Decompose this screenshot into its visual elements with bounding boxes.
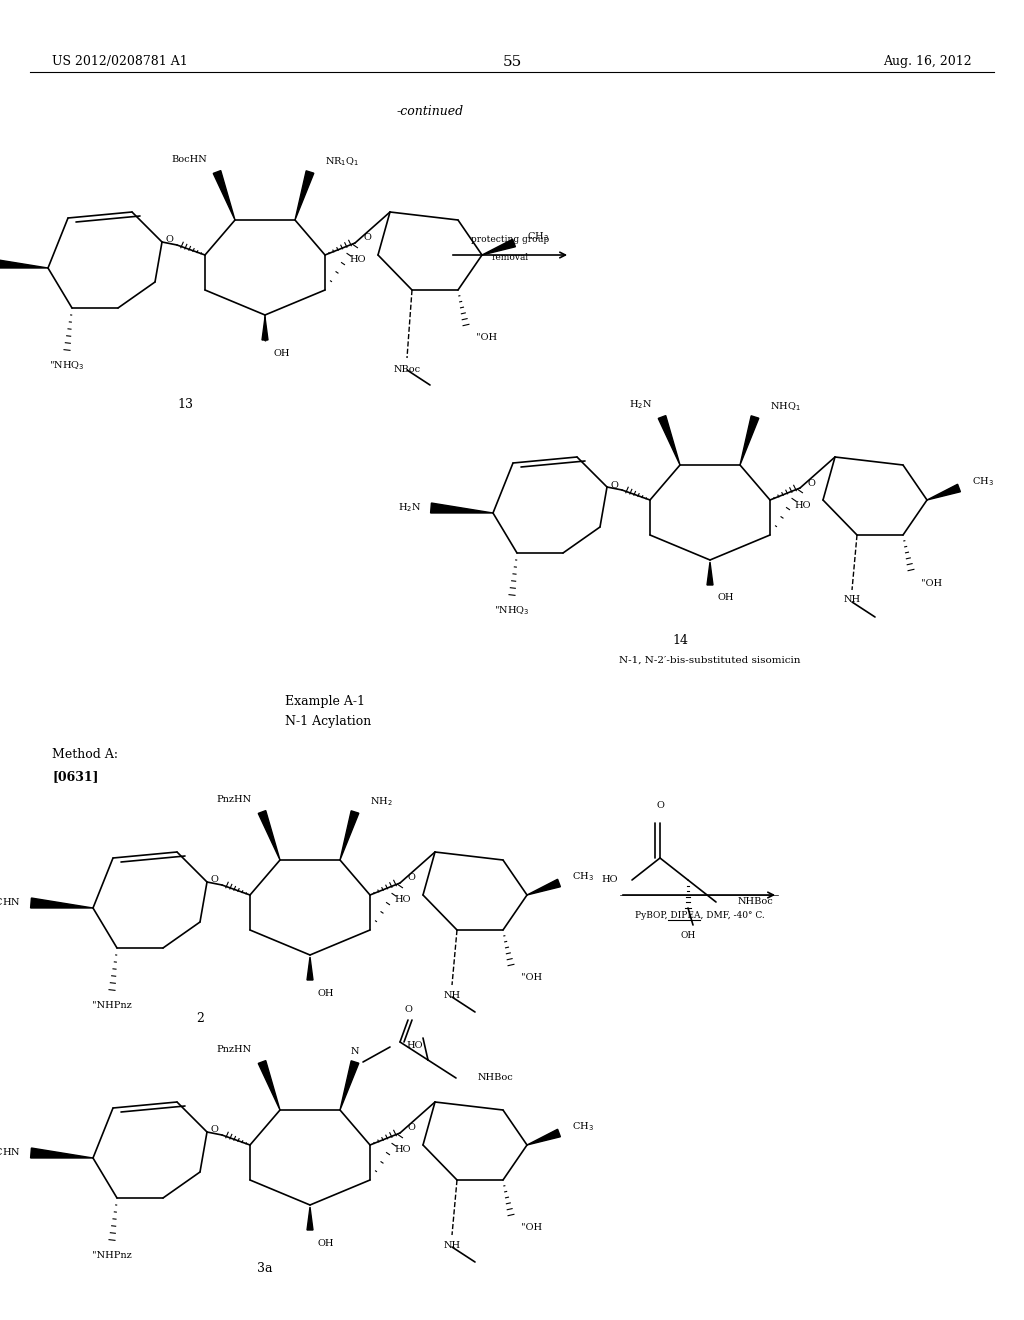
- Text: "OH: "OH: [476, 334, 497, 342]
- Text: Aug. 16, 2012: Aug. 16, 2012: [884, 55, 972, 69]
- Text: NH$_2$: NH$_2$: [370, 796, 392, 808]
- Text: OH: OH: [318, 1238, 335, 1247]
- Text: BocHN: BocHN: [171, 156, 207, 165]
- Polygon shape: [340, 810, 358, 861]
- Text: "OH: "OH: [521, 1224, 542, 1233]
- Text: NHBoc: NHBoc: [738, 898, 774, 907]
- Polygon shape: [527, 879, 560, 895]
- Text: NH: NH: [443, 990, 461, 999]
- Text: OH: OH: [318, 989, 335, 998]
- Polygon shape: [927, 484, 961, 500]
- Text: N-1 Acylation: N-1 Acylation: [285, 715, 372, 729]
- Text: "OH: "OH: [921, 578, 942, 587]
- Text: "OH: "OH: [521, 974, 542, 982]
- Text: O: O: [404, 1006, 412, 1015]
- Polygon shape: [482, 239, 515, 255]
- Text: NHQ$_1$: NHQ$_1$: [770, 400, 801, 413]
- Text: O: O: [408, 1123, 416, 1133]
- Text: HO: HO: [394, 1146, 411, 1155]
- Polygon shape: [431, 503, 493, 513]
- Text: H$_2$N: H$_2$N: [629, 399, 652, 412]
- Text: HO: HO: [407, 1040, 423, 1049]
- Polygon shape: [340, 1061, 358, 1110]
- Text: 14: 14: [672, 634, 688, 647]
- Text: 2: 2: [196, 1011, 204, 1024]
- Text: O: O: [808, 479, 816, 487]
- Text: NHBoc: NHBoc: [478, 1073, 514, 1082]
- Text: CH$_3$: CH$_3$: [972, 475, 994, 488]
- Text: HO: HO: [795, 500, 811, 510]
- Text: O: O: [610, 480, 617, 490]
- Text: 13: 13: [177, 399, 193, 412]
- Text: HO: HO: [601, 875, 618, 884]
- Polygon shape: [258, 810, 280, 861]
- Polygon shape: [31, 898, 93, 908]
- Text: HO: HO: [349, 256, 366, 264]
- Text: [0631]: [0631]: [52, 770, 98, 783]
- Text: "NHQ$_3$: "NHQ$_3$: [495, 605, 529, 618]
- Text: HO: HO: [394, 895, 411, 904]
- Text: F$_3$COCHN: F$_3$COCHN: [0, 1147, 22, 1159]
- Text: O: O: [165, 235, 173, 244]
- Text: N-1, N-2′-bis-substituted sisomicin: N-1, N-2′-bis-substituted sisomicin: [620, 656, 801, 664]
- Text: 55: 55: [503, 55, 521, 69]
- Polygon shape: [295, 170, 313, 220]
- Polygon shape: [307, 957, 313, 979]
- Text: -continued: -continued: [396, 106, 464, 117]
- Text: US 2012/0208781 A1: US 2012/0208781 A1: [52, 55, 187, 69]
- Text: "NHPnz: "NHPnz: [92, 1251, 132, 1261]
- Text: PyBOP, DIPEA, DMF, -40° C.: PyBOP, DIPEA, DMF, -40° C.: [635, 911, 765, 920]
- Text: F$_3$COCHN: F$_3$COCHN: [0, 896, 22, 909]
- Text: NH: NH: [443, 1241, 461, 1250]
- Polygon shape: [527, 1129, 560, 1144]
- Polygon shape: [307, 1206, 313, 1230]
- Text: NH: NH: [844, 595, 860, 605]
- Text: CH$_3$: CH$_3$: [572, 871, 594, 883]
- Polygon shape: [707, 562, 713, 585]
- Text: O: O: [362, 234, 371, 243]
- Text: O: O: [656, 801, 664, 810]
- Text: protecting group: protecting group: [471, 235, 549, 244]
- Polygon shape: [0, 257, 48, 268]
- Text: O: O: [210, 875, 218, 884]
- Polygon shape: [740, 416, 759, 465]
- Text: NR$_1$Q$_1$: NR$_1$Q$_1$: [325, 156, 359, 169]
- Polygon shape: [258, 1060, 280, 1110]
- Text: removal: removal: [492, 253, 528, 263]
- Text: "NHPnz: "NHPnz: [92, 1002, 132, 1011]
- Text: OH: OH: [680, 931, 695, 940]
- Polygon shape: [262, 317, 268, 341]
- Text: O: O: [408, 874, 416, 883]
- Text: CH$_3$: CH$_3$: [527, 231, 549, 243]
- Text: PnzHN: PnzHN: [217, 1045, 252, 1055]
- Text: NBoc: NBoc: [393, 366, 421, 375]
- Text: O: O: [210, 1126, 218, 1134]
- Text: N: N: [351, 1048, 359, 1056]
- Text: 3a: 3a: [257, 1262, 272, 1275]
- Text: "NHQ$_3$: "NHQ$_3$: [49, 359, 85, 372]
- Text: Method A:: Method A:: [52, 748, 118, 762]
- Text: CH$_3$: CH$_3$: [572, 1121, 594, 1134]
- Polygon shape: [31, 1148, 93, 1158]
- Polygon shape: [213, 170, 234, 220]
- Text: Example A-1: Example A-1: [285, 696, 365, 708]
- Text: PnzHN: PnzHN: [217, 796, 252, 804]
- Polygon shape: [658, 416, 680, 465]
- Text: H$_2$N: H$_2$N: [397, 502, 421, 515]
- Text: OH: OH: [273, 348, 290, 358]
- Text: OH: OH: [718, 594, 734, 602]
